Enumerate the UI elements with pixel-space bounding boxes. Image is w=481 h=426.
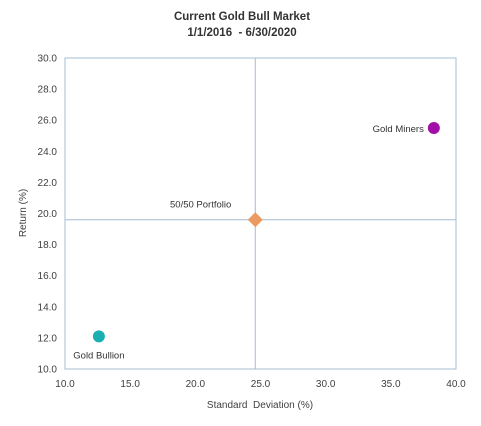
- plot-area: [64, 57, 457, 370]
- x-tick-label: 25.0: [251, 379, 271, 390]
- chart-subtitle: 1/1/2016 - 6/30/2020: [187, 27, 296, 39]
- x-tick-label: 20.0: [186, 379, 206, 390]
- y-tick-label: 14.0: [38, 302, 58, 313]
- y-tick-label: 24.0: [38, 147, 58, 158]
- y-tick-label: 26.0: [38, 116, 58, 127]
- x-tick-label: 15.0: [120, 379, 140, 390]
- point-label: 50/50 Portfolio: [170, 200, 231, 211]
- y-tick-label: 12.0: [38, 333, 58, 344]
- y-tick-label: 18.0: [38, 240, 58, 251]
- x-tick-label: 30.0: [316, 379, 336, 390]
- point-marker: [427, 121, 440, 134]
- point-label: Gold Bullion: [73, 350, 124, 361]
- point-label: Gold Miners: [373, 124, 424, 135]
- y-tick-label: 20.0: [38, 209, 58, 220]
- y-tick-labels: 10.0 12.0 14.0 16.0 18.0 20.0 22.0 24.0 26.0 28.0…: [38, 54, 58, 376]
- chart-title: Current Gold Bull Market: [174, 11, 310, 23]
- y-tick-label: 16.0: [38, 271, 58, 282]
- y-tick-label: 10.0: [38, 365, 58, 376]
- x-tick-label: 10.0: [55, 379, 75, 390]
- point-marker: [247, 212, 263, 228]
- x-tick-label: 40.0: [446, 379, 466, 390]
- x-axis-label: Standard Deviation (%): [207, 400, 313, 411]
- y-tick-label: 28.0: [38, 85, 58, 96]
- y-tick-label: 22.0: [38, 178, 58, 189]
- point-marker: [92, 330, 105, 343]
- data-points: Gold Bullion 50/50 Portfolio Gold Miners: [73, 121, 440, 361]
- crosshair-lines: [65, 58, 456, 369]
- x-tick-labels: 10.0 15.0 20.0 25.0 30.0 35.0 40.0: [55, 379, 466, 390]
- x-tick-label: 35.0: [381, 379, 401, 390]
- y-axis-label: Return (%): [18, 189, 29, 237]
- y-tick-label: 30.0: [38, 54, 58, 65]
